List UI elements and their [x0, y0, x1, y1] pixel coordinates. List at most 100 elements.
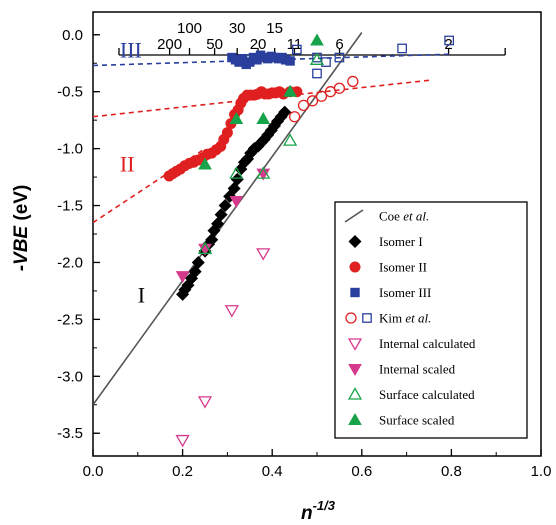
region-label: I: [138, 282, 145, 307]
x-tick-label: 0.8: [441, 463, 462, 480]
legend-entry: Isomer I: [348, 234, 423, 249]
legend-label: Kim et al.: [379, 311, 431, 326]
data-point: [224, 305, 240, 318]
legend-entry: Surface scaled: [348, 412, 455, 428]
data-point: [227, 181, 241, 195]
legend-label-text: Surface calculated: [379, 387, 475, 402]
y-tick-label: -2.0: [57, 254, 83, 271]
data-point: [205, 233, 219, 247]
y-tick-label: -1.5: [57, 198, 83, 215]
legend-label-text: Isomer II: [379, 260, 427, 275]
legend-label-text: Kim: [379, 311, 405, 326]
x-tick-label: 0.0: [83, 463, 104, 480]
legend-label-text: Internal scaled: [379, 362, 456, 377]
data-point: [297, 99, 310, 112]
data-point: [191, 255, 205, 269]
legend-label: Internal calculated: [379, 336, 476, 351]
y-axis-title-unit: (eV): [11, 185, 32, 226]
legend-label: Isomer II: [379, 260, 427, 275]
fit-line: [93, 53, 452, 67]
fit-line: [93, 79, 430, 118]
data-point: [230, 172, 244, 186]
legend-label-text: Isomer I: [379, 234, 423, 249]
x-axis-title-base: n: [301, 503, 313, 524]
y-tick-label: -3.5: [57, 425, 83, 442]
data-point: [198, 157, 212, 170]
y-tick-label: -1.0: [57, 141, 83, 158]
data-point: [309, 52, 325, 65]
legend-marker: [348, 234, 362, 249]
legend-label: Surface scaled: [379, 413, 455, 428]
data-point: [229, 112, 244, 125]
legend-entry: Kim et al.: [345, 311, 431, 326]
data-point: [278, 105, 292, 119]
top-axis-tick-label: 50: [206, 36, 223, 53]
y-tick-label: -0.5: [57, 84, 83, 101]
data-point: [214, 208, 228, 222]
x-axis-title-exponent: -1/3: [313, 498, 336, 513]
legend-marker: [349, 261, 361, 273]
legend-label-text: Internal calculated: [379, 336, 476, 351]
x-tick-label: 1.0: [531, 463, 552, 480]
data-point: [211, 217, 225, 231]
legend-box: [334, 201, 528, 439]
legend-marker: [348, 364, 362, 377]
top-axis-tick-label: 6: [335, 36, 343, 53]
legend-label-text: Coe: [379, 209, 403, 224]
data-point: [315, 90, 328, 102]
data-point: [256, 166, 271, 179]
data-point: [197, 241, 213, 254]
legend-entry: Isomer III: [350, 285, 431, 300]
data-points: [163, 33, 455, 448]
legend-label: Coe et al.: [379, 209, 429, 224]
data-point: [188, 265, 202, 279]
data-point: [321, 57, 331, 67]
legend-entry: Isomer II: [349, 260, 427, 275]
legend-label-text: Isomer III: [379, 285, 431, 300]
data-point: [223, 189, 237, 203]
plot-area: 0.0 0.2 0.4 0.6 0.8 1.0 0.0 -0.5 -1.0 -1.5 -2.0 -2.…: [57, 11, 552, 480]
legend-label: Surface calculated: [379, 387, 475, 402]
top-axis-tick-label: 30: [229, 20, 246, 37]
region-label: II: [120, 151, 135, 176]
y-tick-label: 0.0: [62, 27, 83, 44]
y-axis-title-main: VBE: [11, 225, 32, 265]
legend-marker: [350, 287, 360, 298]
legend-entry: Internal calculated: [347, 336, 476, 351]
data-point: [283, 84, 297, 97]
region-label: III: [120, 38, 142, 63]
legend-label-text: Surface scaled: [379, 413, 455, 428]
data-point: [306, 95, 319, 107]
legend-label: Isomer I: [379, 234, 423, 249]
top-axis-tick-label: 20: [250, 36, 267, 53]
legend-marker: [345, 312, 357, 324]
legend: Coe et al. Isomer I Isomer II Isomer III Kim…: [334, 201, 528, 439]
top-axis-tick-label: 200: [157, 36, 182, 53]
legend-marker: [347, 387, 363, 400]
data-point: [312, 68, 322, 79]
data-point: [291, 44, 302, 55]
legend-label-italic: et al.: [403, 209, 429, 224]
fit-line: [93, 32, 363, 406]
top-axis-tick-label: 15: [266, 20, 283, 37]
data-point: [256, 248, 271, 261]
data-point: [310, 33, 324, 46]
data-point: [221, 127, 233, 139]
data-point: [285, 56, 295, 66]
legend-entry: Internal scaled: [348, 362, 456, 377]
legend-marker: [348, 412, 362, 425]
data-point: [397, 43, 407, 54]
data-point: [333, 82, 346, 94]
y-axis-title: -VBE (eV): [11, 185, 32, 272]
legend-line-symbol: [344, 209, 364, 223]
legend-marker: [347, 338, 363, 351]
x-tick-label: 0.2: [172, 463, 193, 480]
data-point: [175, 434, 190, 448]
top-axis-tick-label: 11: [287, 36, 303, 53]
data-point: [334, 52, 345, 63]
data-point: [347, 75, 359, 88]
legend-marker: [362, 313, 372, 323]
top-axis-tick-label: 100: [177, 20, 202, 37]
legend-label: Isomer III: [379, 285, 431, 300]
